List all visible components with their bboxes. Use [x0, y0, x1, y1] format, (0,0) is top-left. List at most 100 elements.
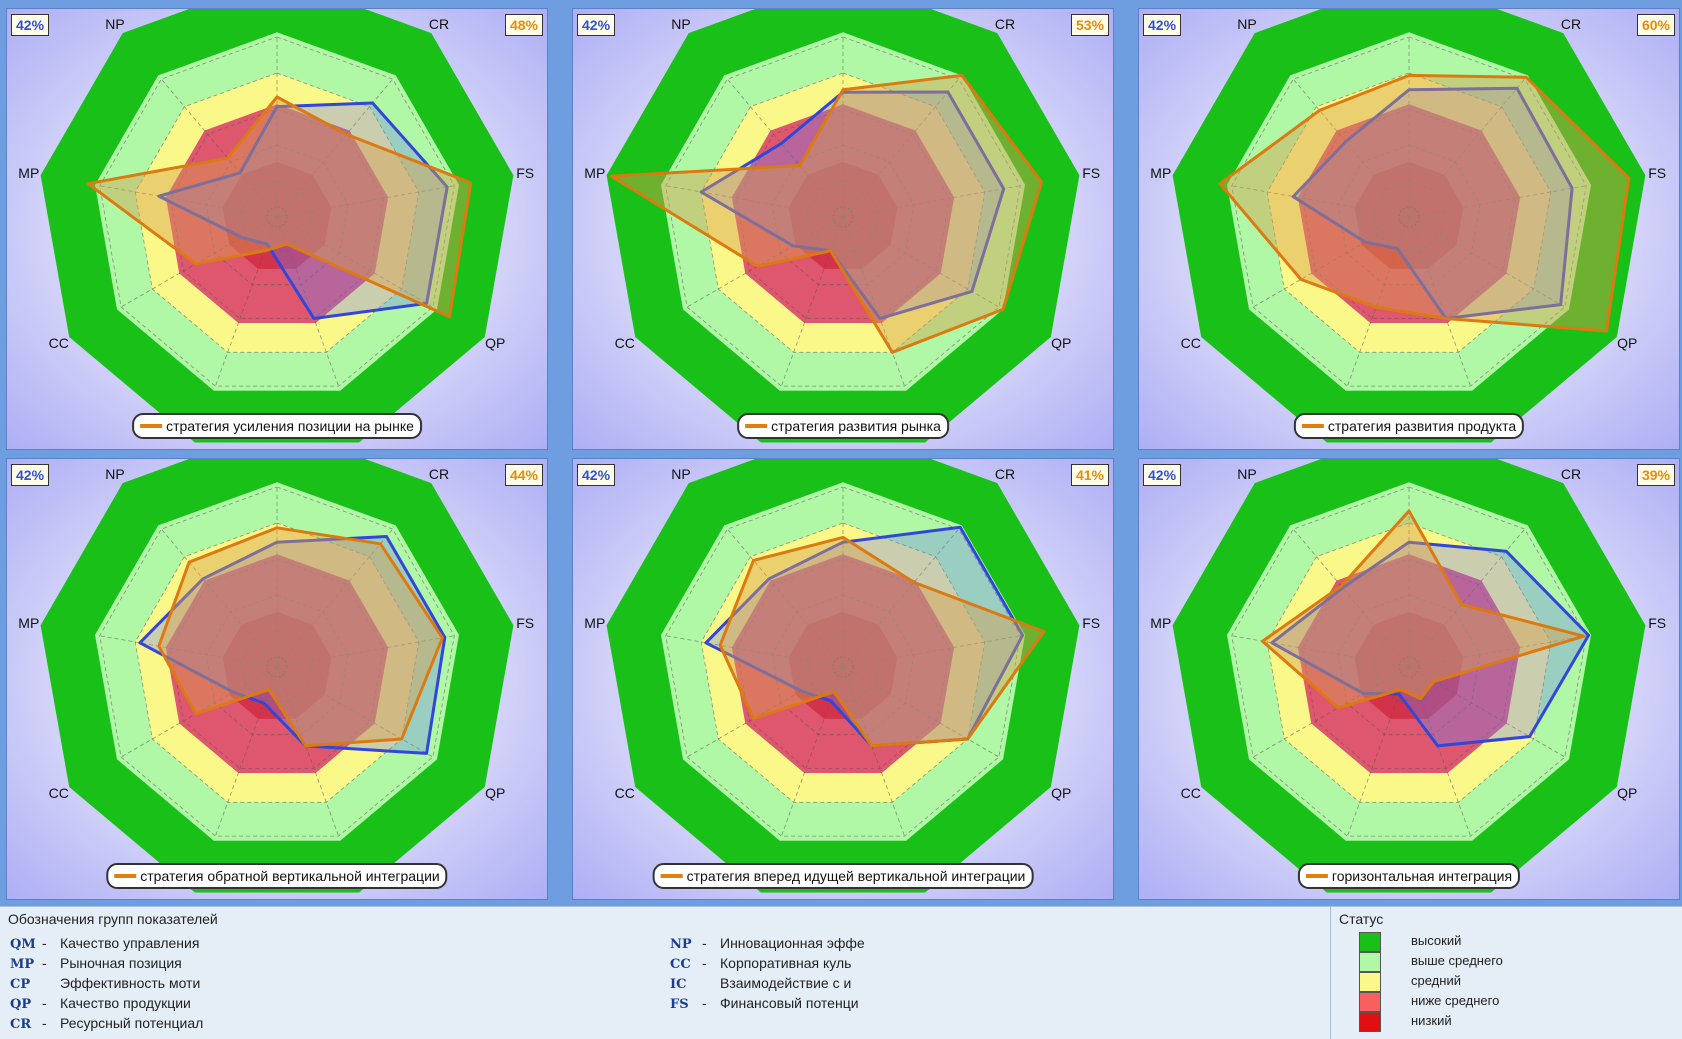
group-dash: -: [702, 955, 707, 971]
axis-label: IC: [1488, 446, 1502, 449]
axis-label: CC: [1181, 785, 1201, 801]
group-legend-item: CR - Ресурсный потенциал: [10, 1013, 203, 1033]
legend-line-swatch: [1301, 424, 1324, 428]
group-code: MP: [10, 957, 35, 972]
grid-ring: [736, 108, 950, 319]
axis-label: FS: [1082, 615, 1100, 631]
grid-ring: [1337, 144, 1481, 286]
grid-spoke: [276, 528, 394, 668]
axis-label: MP: [18, 165, 39, 181]
grid-ring: [134, 72, 420, 353]
strategy-percentage-badge: 39%: [1636, 464, 1675, 486]
group-description: Качество управления: [60, 935, 200, 951]
group-code: CC: [670, 957, 691, 972]
grid-spoke: [276, 185, 455, 218]
group-legend-item: CP Эффективность моти: [10, 973, 200, 993]
strategy-series: [157, 526, 444, 748]
axis-label: CC: [615, 785, 635, 801]
status-legend-item: ниже среднего: [1359, 991, 1500, 1012]
group-legend-item: QM - Качество управления: [10, 933, 199, 953]
group-description: Эффективность моти: [60, 975, 201, 991]
legend-line-swatch: [1305, 874, 1328, 878]
legend-line-swatch: [114, 874, 137, 878]
grid-spoke: [686, 216, 844, 308]
grid-spoke: [1408, 185, 1587, 218]
status-legend-item: высокий: [1359, 931, 1461, 952]
axis-label: CR: [1561, 16, 1581, 32]
axis-label: FS: [1648, 615, 1666, 631]
axis-label: CP: [747, 446, 766, 449]
axis-label: CC: [1181, 335, 1201, 351]
axis-label: NP: [1237, 466, 1256, 482]
grid-spoke: [276, 216, 434, 308]
strategy-percentage-badge: 53%: [1070, 14, 1109, 36]
chart-legend: горизонтальная интеграция: [1297, 863, 1521, 889]
chart-legend: стратегия развития рынка: [737, 413, 949, 439]
legend-label: стратегия развития рынка: [771, 418, 941, 434]
axis-label: FS: [1648, 165, 1666, 181]
axis-label: CC: [615, 335, 635, 351]
axis-label: CR: [995, 466, 1015, 482]
grid-spoke: [120, 216, 278, 308]
group-code: CR: [10, 1017, 32, 1032]
radar-chart-panel: QMCRFSQPICCPCCMPNP42%48%стратегия усилен…: [6, 8, 548, 450]
grid-spoke: [276, 666, 339, 837]
axis-label: CR: [1561, 466, 1581, 482]
grid-ring: [1302, 558, 1516, 769]
grid-ring: [1337, 594, 1481, 736]
axis-label: CR: [429, 16, 449, 32]
grid-spoke: [665, 635, 844, 668]
status-color-swatch: [1359, 951, 1381, 972]
group-description: Инновационная эффе: [720, 935, 865, 951]
grid-spoke: [842, 666, 1000, 758]
radar-chart: QMCRFSQPICCPCCMPNP: [584, 459, 1100, 899]
legend-label: стратегия развития продукта: [1327, 418, 1517, 434]
axis-label: QP: [1051, 335, 1071, 351]
axis-label: NP: [1237, 16, 1256, 32]
grid-spoke: [215, 666, 278, 837]
grid-ring: [771, 144, 915, 286]
center-hub: [832, 656, 854, 678]
axis-label: MP: [18, 615, 39, 631]
chart-legend: стратегия усиления позиции на рынке: [132, 413, 422, 439]
grid-spoke: [160, 528, 278, 668]
grid-ring: [205, 594, 349, 736]
group-dash: -: [42, 995, 47, 1011]
grid-ring: [99, 486, 455, 837]
grid-spoke: [1292, 528, 1410, 668]
group-legend-item: IC Взаимодействие с и: [670, 973, 851, 993]
legend-line-swatch: [660, 874, 683, 878]
grid-spoke: [1252, 666, 1410, 758]
groups-legend: Обозначения групп показателей QM - Качеств…: [0, 907, 1328, 1039]
group-legend-item: QP - Качество продукции: [10, 993, 191, 1013]
group-description: Ресурсный потенциал: [60, 1015, 204, 1031]
group-code: CP: [10, 977, 31, 992]
status-color-swatch: [1359, 931, 1381, 952]
base-percentage-badge: 42%: [11, 14, 50, 36]
base-percentage-badge: 42%: [1143, 464, 1182, 486]
grid-spoke: [1252, 216, 1410, 308]
axis-label: MP: [584, 165, 605, 181]
group-description: Взаимодействие с и: [720, 975, 852, 991]
grid-spoke: [99, 185, 278, 218]
strategy-series: [1261, 509, 1586, 710]
strategy-series: [718, 535, 1046, 748]
grid-ring: [1266, 72, 1552, 353]
group-description: Финансовый потенци: [720, 995, 859, 1011]
grid-ring: [1373, 180, 1445, 252]
grid-spoke: [686, 666, 844, 758]
group-dash: -: [42, 1015, 47, 1031]
axis-label: CR: [429, 466, 449, 482]
grid-spoke: [276, 635, 455, 668]
charts-grid: QMCRFSQPICCPCCMPNP42%48%стратегия усилен…: [0, 0, 1682, 906]
strategy-series: [1218, 73, 1631, 333]
grid-spoke: [726, 528, 844, 668]
grid-ring: [134, 522, 420, 803]
status-label: ниже среднего: [1411, 993, 1500, 1008]
axis-label: IC: [356, 446, 370, 449]
groups-legend-title: Обозначения групп показателей: [8, 911, 218, 927]
grid-ring: [205, 144, 349, 286]
grid-spoke: [1408, 216, 1566, 308]
group-legend-item: MP - Рыночная позиция: [10, 953, 182, 973]
grid-ring: [1231, 486, 1587, 837]
